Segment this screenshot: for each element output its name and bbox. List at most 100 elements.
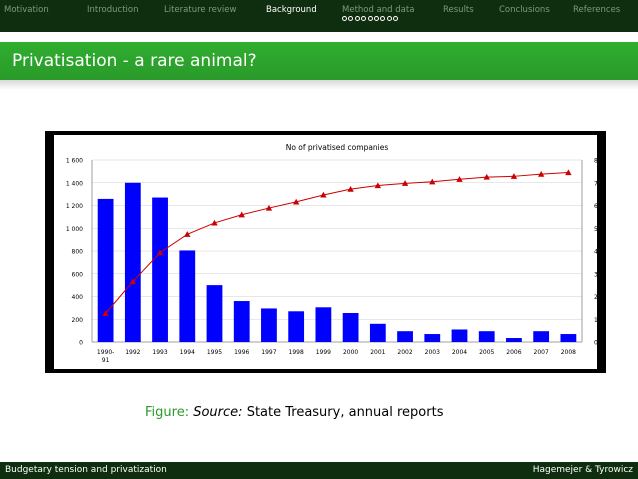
y-right-tick-label: 8 000 [594, 158, 597, 165]
bar-9 [342, 312, 359, 342]
x-tick-label: 2008 [561, 349, 576, 356]
x-tick-label: 1999 [316, 349, 331, 356]
bar-14 [478, 331, 495, 342]
line-point-2 [156, 249, 164, 256]
bar-10 [369, 323, 386, 342]
line-point-4 [211, 219, 218, 226]
x-tick-label: 2006 [506, 349, 521, 356]
y-right-tick-label: 1 000 [594, 317, 597, 324]
line-point-6 [265, 204, 273, 211]
x-tick-label: 1995 [207, 349, 222, 356]
x-tick-label: 2001 [370, 349, 385, 356]
privatised-companies-chart: No of privatised companies 0 200 400 600 800 1… [66, 143, 612, 364]
frame-title: Privatisation - a rare animal? [12, 51, 257, 71]
x-tick-label: 1990- [97, 349, 114, 356]
slide-dot[interactable] [361, 16, 367, 21]
y-right-tick-label: 5 000 [594, 226, 597, 233]
y-left-tick-label: 0 [79, 340, 83, 347]
line-point-3 [184, 231, 191, 237]
nav-item-conclusions[interactable]: Conclusions [499, 5, 550, 15]
nav-item-results[interactable]: Results [443, 5, 474, 15]
cumulative-line [105, 172, 569, 314]
x-tick-label: 1993 [152, 349, 167, 356]
bar-0 [97, 198, 114, 342]
chart-title: No of privatised companies [286, 143, 389, 152]
x-tick-label: 2004 [452, 349, 467, 356]
nav-item-background[interactable]: Background [266, 5, 317, 15]
y-right-tick-label: 3 000 [594, 271, 597, 278]
slide-dot[interactable] [393, 16, 399, 21]
line-point-0 [102, 310, 109, 316]
y-left-tick-label: 1 400 [66, 180, 83, 187]
bar-12 [424, 334, 441, 342]
line-point-5 [238, 211, 245, 218]
line-point-10 [374, 182, 382, 189]
slide-dot[interactable] [373, 16, 379, 21]
chart-panel: No of privatised companies 0 200 400 600 800 1… [54, 135, 612, 369]
y-right-tick-label: 6 000 [594, 203, 597, 210]
x-tick-label: 1998 [289, 349, 304, 356]
y-left-tick-label: 400 [72, 294, 84, 301]
section-progress-dots[interactable] [342, 16, 399, 21]
line-point-11 [401, 180, 409, 186]
line-point-13 [456, 176, 463, 182]
y-right-tick-label: 0 [594, 340, 597, 347]
line-point-7 [292, 198, 300, 205]
bar-16 [533, 331, 550, 342]
y-right-tick-label: 4 000 [594, 249, 597, 256]
x-tick-label: 2005 [479, 349, 494, 356]
x-tick-label: 91 [102, 357, 110, 364]
bar-6 [261, 308, 277, 342]
bar-17 [560, 334, 577, 342]
line-point-15 [510, 173, 518, 179]
nav-item-method-and-data[interactable]: Method and data [342, 5, 415, 15]
bar-4 [206, 285, 223, 342]
line-point-9 [347, 185, 354, 192]
title-shadow [0, 80, 638, 90]
line-point-12 [429, 178, 436, 185]
bar-5 [233, 301, 250, 342]
y-left-tick-label: 1 600 [66, 158, 83, 165]
nav-item-literature-review[interactable]: Literature review [164, 5, 237, 15]
x-tick-label: 2007 [534, 349, 549, 356]
x-tick-label: 2002 [397, 349, 412, 356]
y-left-tick-label: 200 [72, 317, 84, 324]
line-point-14 [483, 173, 490, 180]
nav-item-introduction[interactable]: Introduction [87, 5, 139, 15]
figure-label: Figure: [145, 405, 190, 420]
y-left-tick-label: 1 000 [66, 226, 83, 233]
nav-item-references[interactable]: References [573, 5, 621, 15]
source-label: Source: [193, 405, 243, 420]
x-tick-label: 1996 [234, 349, 249, 356]
x-tick-label: 1997 [261, 349, 276, 356]
slide-dot[interactable] [386, 16, 392, 21]
bar-15 [506, 338, 522, 342]
slide-dot[interactable] [342, 16, 347, 21]
footer-authors: Hagemejer & Tyrowicz [532, 465, 633, 475]
bar-13 [451, 329, 468, 342]
bar-8 [315, 307, 332, 342]
bar-11 [397, 331, 413, 342]
y-left-tick-label: 800 [72, 249, 84, 256]
y-right-tick-label: 7 000 [594, 180, 597, 187]
y-left-tick-label: 1 200 [66, 203, 83, 210]
slide-dot[interactable] [348, 16, 354, 21]
bar-7 [288, 311, 305, 342]
bar-3 [179, 250, 196, 342]
slide-dot[interactable] [367, 16, 373, 21]
x-tick-label: 2003 [425, 349, 440, 356]
footer-title: Budgetary tension and privatization [5, 465, 167, 475]
x-tick-label: 2000 [343, 349, 358, 356]
nav-item-motivation[interactable]: Motivation [4, 5, 49, 15]
slide-dot[interactable] [354, 16, 360, 21]
y-left-tick-label: 600 [72, 271, 84, 278]
figure-caption: Figure: Source: State Treasury, annual r… [145, 405, 443, 420]
x-tick-label: 1992 [125, 349, 140, 356]
slide-dot[interactable] [380, 16, 386, 21]
top-navigation-bar: Motivation Introduction Literature revie… [0, 0, 638, 32]
footer-bar: Budgetary tension and privatization Hage… [0, 462, 638, 479]
bar-2 [152, 197, 168, 342]
x-tick-label: 1994 [180, 349, 195, 356]
caption-text: State Treasury, annual reports [246, 405, 444, 420]
line-point-1 [129, 278, 137, 285]
